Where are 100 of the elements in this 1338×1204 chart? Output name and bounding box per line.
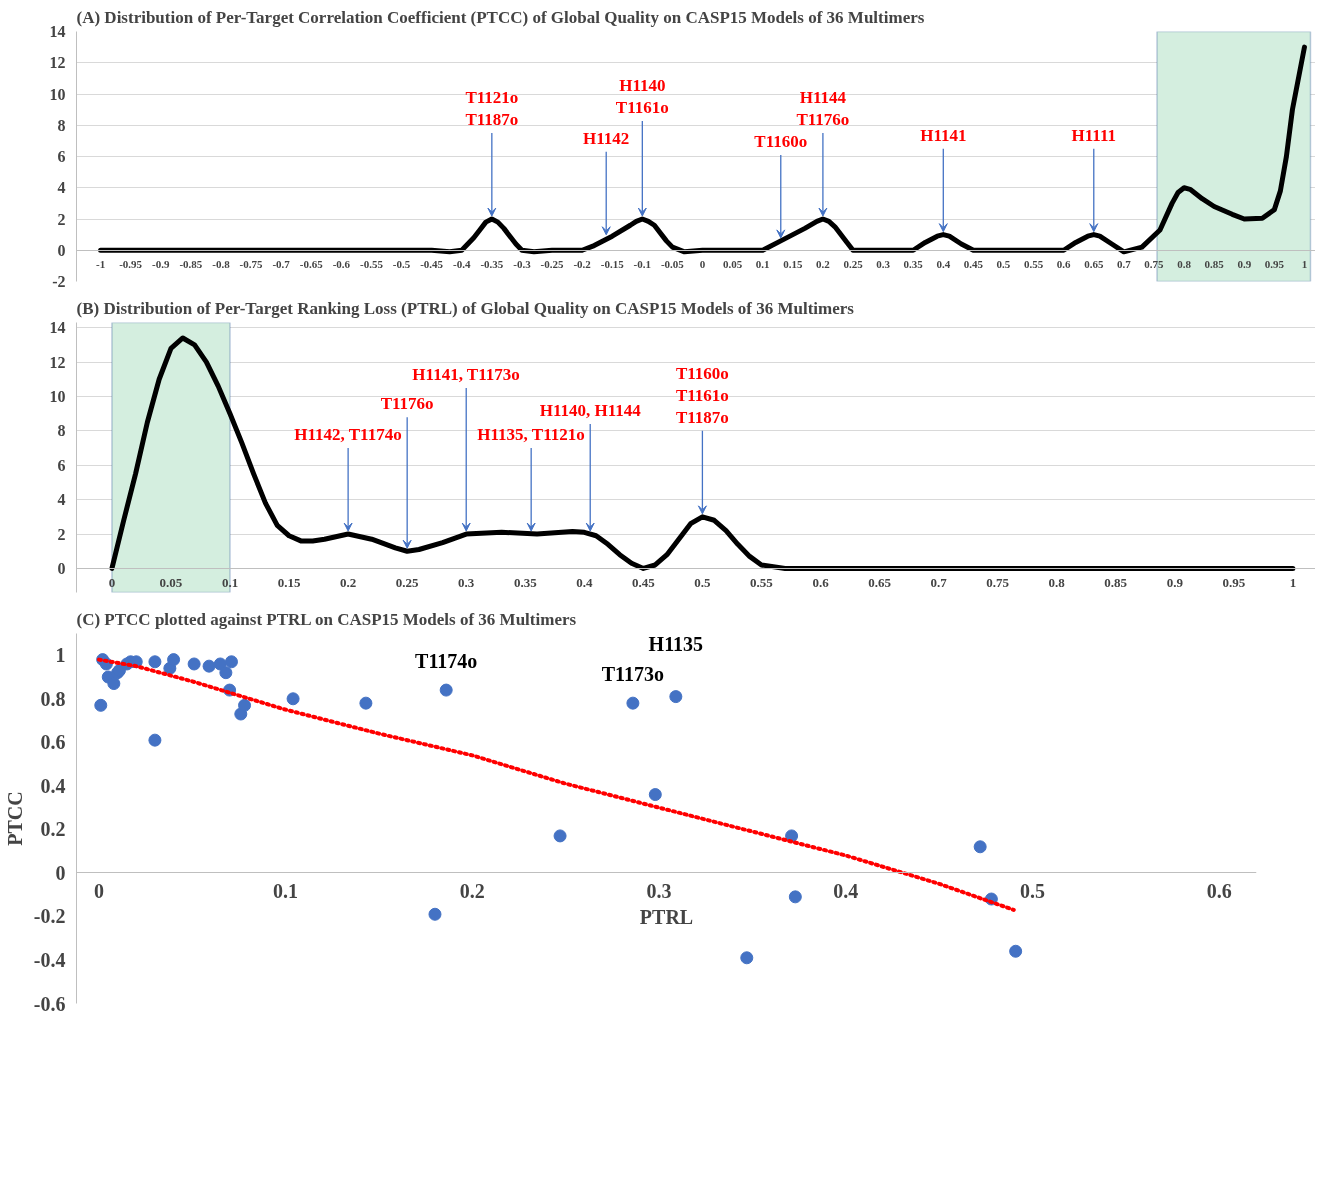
x-tick-label: 0.3 [646, 879, 672, 902]
annotation: H1142 [583, 128, 630, 148]
x-tick-label: 0.4 [576, 575, 593, 591]
x-tick-label: -0.45 [420, 258, 444, 271]
annotation: H1141 [920, 125, 967, 145]
x-tick-label: -0.9 [152, 258, 170, 271]
y-tick-label: 2 [57, 525, 66, 543]
x-tick-label: 0.4 [833, 879, 859, 902]
x-tick-label: -0.7 [272, 258, 291, 271]
x-tick-label: 0.1 [755, 258, 770, 271]
x-tick-label: 0.45 [963, 258, 984, 271]
x-tick-label: -0.4 [453, 258, 471, 271]
point [148, 733, 162, 747]
y-tick-label: 0.8 [40, 687, 66, 710]
point [359, 696, 373, 710]
x-tick-label: 0.5 [1019, 879, 1045, 902]
annotation: H1140, H1144 [539, 401, 642, 421]
x-tick-label: -0.65 [299, 258, 324, 271]
annotation: H1140 T1161o [615, 76, 669, 117]
point [224, 655, 238, 669]
point [238, 698, 252, 712]
x-tick-label: 0 [699, 258, 706, 271]
x-tick-label: 0.9 [1166, 575, 1184, 591]
x-tick-label: 0.25 [843, 258, 864, 271]
point [286, 692, 300, 706]
point [1009, 944, 1023, 958]
x-tick-label: -1 [96, 258, 106, 271]
x-tick-label: -0.35 [480, 258, 504, 271]
point [553, 829, 567, 843]
y-tick-label: 12 [49, 54, 66, 72]
y-tick-label: 1 [55, 644, 66, 667]
x-tick-label: 0.4 [936, 258, 951, 271]
annotation: H1135 [648, 632, 704, 655]
point [648, 788, 662, 802]
point [148, 655, 162, 669]
y-tick-label: 0.4 [40, 774, 66, 797]
annotation: T1160o T1161o T1187o [675, 364, 729, 427]
x-tick-label: 0 [108, 575, 116, 591]
y-tick-label: 10 [49, 85, 66, 103]
x-tick-label: 0.55 [1023, 258, 1044, 271]
x-tick-label: -0.85 [179, 258, 203, 271]
x-tick-label: 0.7 [1117, 258, 1132, 271]
point [219, 666, 233, 680]
x-tick-label: -0.95 [119, 258, 143, 271]
point [669, 690, 683, 704]
y-tick-label: -0.4 [33, 948, 66, 971]
y-tick-label: 14 [49, 23, 66, 40]
point [428, 907, 442, 921]
x-tick-label: -0.8 [212, 258, 231, 271]
x-tick-label: 0.6 [812, 575, 830, 591]
y-tick-label: 6 [57, 456, 66, 474]
y-tick-label: 14 [49, 319, 66, 337]
point [788, 890, 802, 904]
x-tick-label: 0.35 [903, 258, 924, 271]
x-tick-label: -0.75 [239, 258, 264, 271]
x-tick-label: 0.6 [1206, 879, 1232, 902]
y-tick-label: 8 [57, 422, 66, 440]
point [167, 653, 181, 667]
x-tick-label: 0 [93, 879, 104, 902]
x-tick-label: 0.75 [986, 575, 1010, 591]
annotation: H1135, T1121o [477, 425, 585, 445]
x-tick-label: 0.2 [459, 879, 485, 902]
x-tick-label: 0.8 [1048, 575, 1066, 591]
x-tick-label: 1 [1301, 258, 1308, 271]
point [202, 659, 216, 673]
y-tick-label: 6 [57, 148, 66, 165]
annotation: H1111 [1071, 125, 1116, 145]
y-tick-label: 0.6 [40, 731, 66, 754]
x-tick-label: 0.35 [513, 575, 538, 591]
annotation: H1144 T1176o [796, 88, 850, 129]
x-tick-label: 0.25 [395, 575, 420, 591]
point [439, 683, 453, 697]
x-tick-label: 0.2 [339, 575, 357, 591]
x-tick-label: 0.7 [930, 575, 948, 591]
x-tick-label: -0.3 [513, 258, 532, 271]
annotation: T1173o [601, 663, 665, 686]
x-tick-label: 0.1 [221, 575, 239, 591]
y-tick-label: -2 [52, 273, 66, 290]
y-axis-title: PTCC [3, 791, 26, 846]
x-tick-label: -0.25 [540, 258, 564, 271]
x-tick-label: -0.15 [600, 258, 625, 271]
y-tick-label: 10 [49, 387, 66, 405]
annotation: H1141, T1173o [412, 365, 520, 385]
x-tick-label: 0.2 [816, 258, 831, 271]
chart-title: (A) Distribution of Per-Target Correlation Coefficient (PTCC) of Global Quality on CASP15 Models of 36 Multimers [76, 7, 925, 27]
point [94, 698, 108, 712]
annotation: T1174o [415, 650, 478, 673]
chart-title: (B) Distribution of Per-Target Ranking Loss (PTRL) of Global Quality on CASP15 Models of 36 Multimers [76, 298, 855, 318]
annotation: T1121o T1187o [465, 88, 519, 129]
y-tick-label: 4 [57, 491, 66, 509]
y-tick-label: -0.6 [33, 992, 66, 1015]
y-tick-label: 4 [57, 179, 66, 197]
x-tick-label: 0.1 [273, 879, 299, 902]
x-tick-label: 0.05 [159, 575, 183, 591]
x-tick-label: 0.15 [783, 258, 803, 271]
y-tick-label: 0.2 [40, 818, 66, 841]
annotation: H1142, T1174o [294, 425, 402, 445]
y-tick-label: 12 [49, 353, 66, 371]
y-tick-label: 0 [57, 559, 66, 577]
annotation: T1160o [754, 131, 808, 151]
